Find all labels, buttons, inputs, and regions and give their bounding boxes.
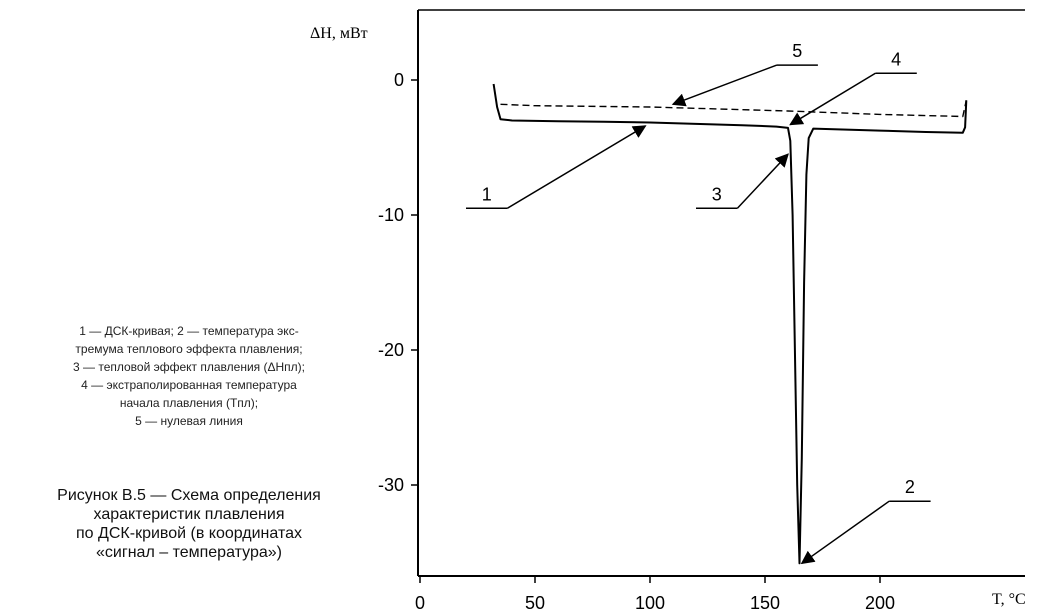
caption-line-2: характеристик плавления — [93, 506, 285, 523]
caption-line-3: по ДСК-кривой (в координатах — [76, 525, 302, 542]
callout-4-label: 4 — [891, 49, 901, 69]
legend-line-6: 5 — нулевая линия — [135, 414, 243, 428]
legend-line-4: 4 — экстраполированная температура — [81, 378, 297, 392]
callout-5-label: 5 — [792, 41, 802, 61]
callout-2-arrow — [800, 500, 890, 565]
caption-line-4: «сигнал – температура») — [96, 544, 282, 561]
y-tick-label: -30 — [378, 475, 404, 495]
plot-frame — [417, 9, 1025, 577]
callout-2-label: 2 — [905, 477, 915, 497]
x-tick-label: 200 — [865, 593, 895, 613]
callout-4-arrow — [789, 72, 876, 126]
x-tick-label: 50 — [525, 593, 545, 613]
series-group — [492, 83, 968, 565]
legend-line-5: начала плавления (Tпл); — [119, 396, 259, 410]
legend-line-3: 3 — тепловой эффект плавления (ΔHпл); — [72, 360, 305, 374]
x-tick-label: 150 — [750, 593, 780, 613]
callout-5-arrow — [671, 64, 777, 107]
legend-line-1: 1 — ДСК-кривая; 2 — температура экс- — [79, 324, 299, 338]
y-tick-label: 0 — [394, 70, 404, 90]
dsc-curve-line — [492, 83, 968, 565]
y-axis-label: ΔH, мВт — [310, 25, 368, 42]
legend-text: 1 — ДСК-кривая; 2 — температура экс- тре… — [0, 322, 378, 430]
axis-ticks: 0 50 100 150 200 0 -10 -20 -30 — [378, 70, 895, 613]
callout-1-label: 1 — [482, 184, 492, 204]
callout-3-arrow — [736, 153, 789, 209]
callouts: 1 2 3 4 5 — [466, 41, 931, 565]
x-tick-label: 100 — [635, 593, 665, 613]
x-tick-label: 0 — [415, 593, 425, 613]
y-tick-label: -20 — [378, 340, 404, 360]
callout-3-label: 3 — [712, 184, 722, 204]
callout-1-arrow — [507, 125, 647, 209]
caption-line-1: Рисунок В.5 — Схема определения — [57, 487, 321, 504]
baseline-dashed-line — [500, 100, 967, 118]
figure-caption: Рисунок В.5 — Схема определения характер… — [0, 486, 378, 562]
legend-line-2: тремума теплового эффекта плавления; — [75, 342, 303, 356]
x-axis-label: T, °C — [992, 591, 1026, 608]
y-tick-label: -10 — [378, 205, 404, 225]
